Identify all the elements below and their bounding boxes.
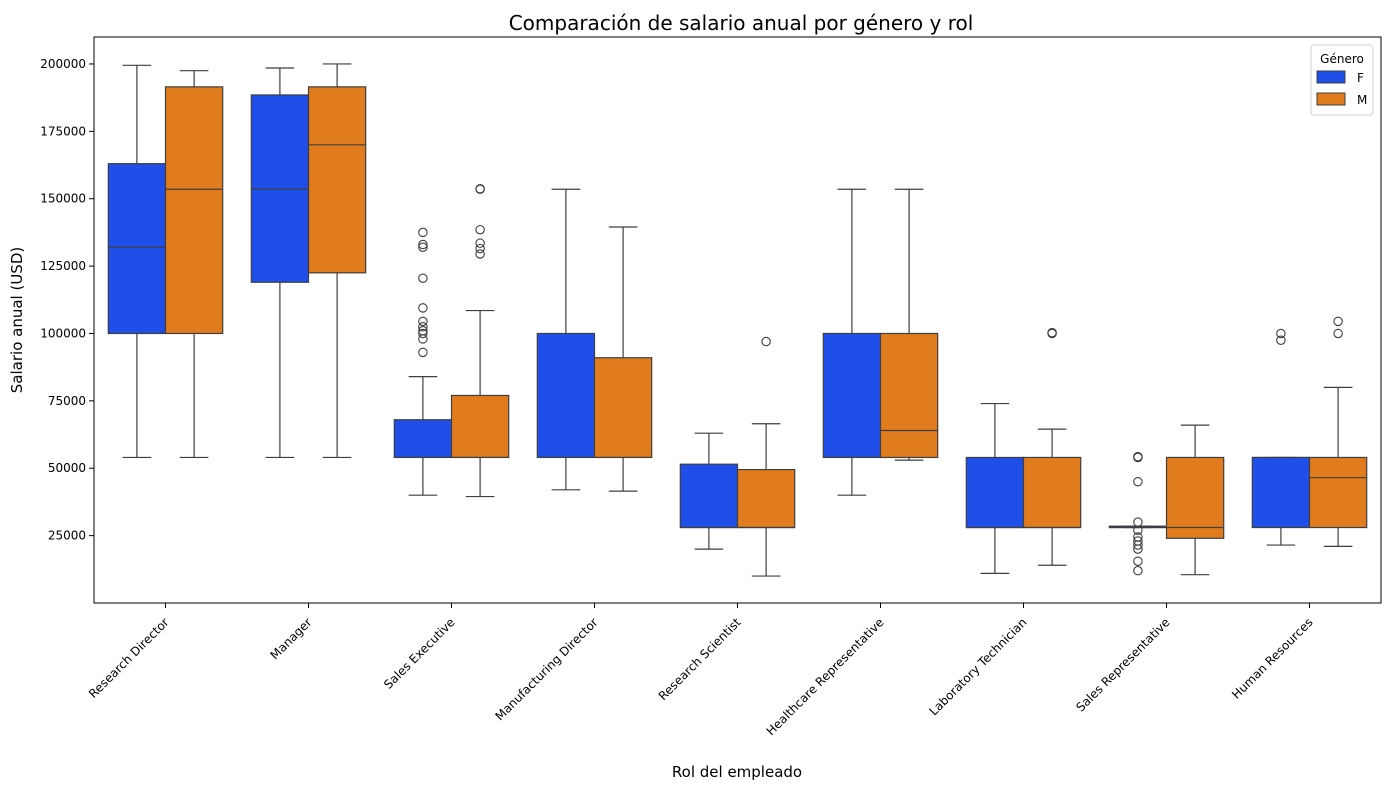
y-tick-label: 200000 [40, 57, 86, 71]
y-tick-label: 150000 [40, 192, 86, 206]
y-axis-label: Salario anual (USD) [8, 247, 26, 393]
plot-area [93, 36, 1382, 604]
x-tick-label: Human Resources [1229, 615, 1316, 702]
box-iqr [1022, 456, 1082, 529]
box-iqr [1251, 456, 1311, 529]
box-iqr [1165, 456, 1225, 539]
box-iqr [736, 468, 796, 529]
legend-swatch-F [1316, 70, 1346, 84]
box-iqr [307, 86, 367, 274]
legend-label-F: F [1357, 71, 1364, 85]
outlier-point [1047, 327, 1057, 338]
box-M-6 [1022, 327, 1082, 566]
box-iqr [164, 86, 224, 335]
legend: Género FM [1310, 44, 1374, 116]
y-axis: 25000 50000 75000 100000 125000 150000 175000 2… [40, 57, 94, 543]
outlier-point [418, 227, 428, 238]
outlier-point [1133, 536, 1143, 546]
outlier-point [1276, 335, 1286, 345]
outlier-point [418, 321, 428, 332]
box-iqr [879, 332, 939, 459]
y-tick-label: 50000 [48, 461, 86, 475]
box-F-0 [107, 64, 167, 459]
outlier-point [1133, 451, 1143, 462]
box-F-2 [393, 227, 453, 496]
outlier-point [1133, 476, 1143, 487]
box-M-2 [450, 183, 510, 498]
box-iqr [965, 456, 1025, 529]
outlier-point [475, 238, 485, 248]
outlier-point [418, 273, 428, 283]
y-tick-label: 125000 [40, 259, 86, 273]
box-iqr [450, 394, 510, 459]
outlier-point [418, 316, 428, 327]
box-iqr [536, 332, 596, 459]
box-F-3 [536, 188, 596, 491]
legend-label-M: M [1357, 93, 1367, 107]
y-tick-label: 175000 [40, 124, 86, 138]
outlier-point [1133, 565, 1143, 576]
x-tick-label: Research Scientist [656, 615, 744, 703]
outlier-point [475, 224, 485, 235]
y-tick-label: 25000 [48, 529, 86, 543]
outlier-point [1276, 328, 1286, 339]
outlier-point [418, 242, 428, 252]
outlier-point [418, 326, 428, 336]
x-tick-label: Sales Representative [1073, 615, 1172, 714]
box-M-5 [879, 188, 939, 461]
y-tick-label: 100000 [40, 326, 86, 340]
outlier-point [1133, 532, 1143, 542]
outlier-point [418, 328, 428, 339]
box-M-7 [1165, 424, 1225, 576]
outlier-point [1133, 517, 1143, 527]
box-F-7 [1108, 451, 1168, 576]
outlier-point [475, 183, 485, 194]
box-M-1 [307, 63, 367, 459]
outlier-point [1333, 316, 1343, 327]
outlier-point [761, 336, 771, 347]
box-iqr [107, 163, 167, 335]
x-tick-label: Laboratory Technician [926, 615, 1029, 718]
x-tick-label: Manufacturing Director [492, 615, 600, 723]
box-iqr [1308, 456, 1368, 529]
box-F-5 [822, 188, 882, 496]
box-iqr [822, 332, 882, 459]
outlier-point [1133, 556, 1143, 566]
outlier-point [418, 303, 428, 313]
box-F-1 [250, 67, 310, 459]
legend-swatch-M [1316, 92, 1346, 106]
outlier-point [1333, 328, 1343, 339]
x-tick-label: Manager [268, 615, 315, 662]
box-iqr [393, 419, 453, 459]
box-M-3 [593, 226, 653, 492]
x-tick-label: Sales Executive [381, 615, 458, 692]
outlier-point [418, 239, 428, 250]
outlier-point [475, 249, 485, 259]
x-axis: Research Director Manager Sales Executive M… [86, 603, 1316, 738]
y-tick-label: 75000 [48, 394, 86, 408]
box-iqr [679, 463, 739, 529]
chart-title: Comparación de salario anual por género … [509, 11, 974, 35]
box-M-0 [164, 70, 224, 459]
x-tick-label: Research Director [86, 615, 172, 701]
outlier-point [475, 243, 485, 254]
box-iqr [593, 357, 653, 459]
box-M-4 [736, 336, 796, 577]
legend-title: Género [1320, 52, 1364, 66]
box-F-6 [965, 402, 1025, 574]
x-axis-label: Rol del empleado [672, 763, 802, 781]
box-F-8 [1251, 328, 1311, 546]
box-F-4 [679, 432, 739, 550]
outlier-point [418, 347, 428, 358]
x-tick-label: Healthcare Representative [764, 615, 887, 738]
box-iqr [250, 94, 310, 283]
box-M-8 [1308, 316, 1368, 548]
